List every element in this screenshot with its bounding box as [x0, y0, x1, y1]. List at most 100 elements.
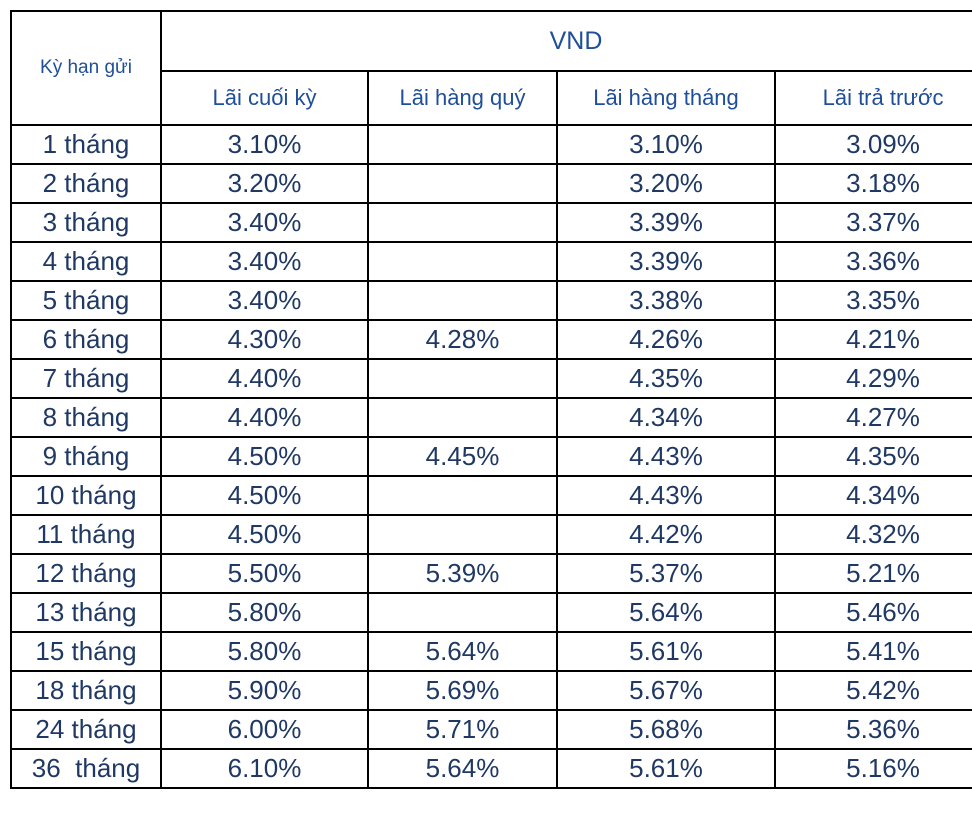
rate-cell: 4.43% — [556, 475, 776, 516]
rate-cell: 5.90% — [160, 670, 369, 711]
empty-cell — [367, 397, 558, 438]
rate-cell: 5.37% — [556, 553, 776, 594]
term-cell: 1 tháng — [10, 124, 162, 165]
term-cell: 18 tháng — [10, 670, 162, 711]
rate-cell: 4.28% — [367, 319, 558, 360]
rate-cell: 6.10% — [160, 748, 369, 789]
table-row: 24 tháng 6.00% 5.71% 5.68% 5.36% — [10, 709, 972, 750]
term-cell: 4 tháng — [10, 241, 162, 282]
empty-cell — [367, 124, 558, 165]
table-row: 8 tháng 4.40% 4.34% 4.27% — [10, 397, 972, 438]
rate-cell: 5.69% — [367, 670, 558, 711]
rate-cell: 3.38% — [556, 280, 776, 321]
rate-cell: 5.36% — [773, 709, 972, 750]
rate-cell: 5.42% — [773, 670, 972, 711]
table-row: 2 tháng 3.20% 3.20% 3.18% — [10, 163, 972, 204]
rate-cell: 3.09% — [773, 124, 972, 165]
header-currency: VND — [159, 10, 972, 72]
rate-cell: 5.68% — [556, 709, 776, 750]
term-cell: 6 tháng — [10, 319, 162, 360]
table-row: 36 tháng 6.10% 5.64% 5.61% 5.16% — [10, 748, 972, 789]
term-cell: 7 tháng — [10, 358, 162, 399]
table-row: 15 tháng 5.80% 5.64% 5.61% 5.41% — [10, 631, 972, 672]
rate-cell: 3.39% — [556, 241, 776, 282]
rate-cell: 3.37% — [773, 202, 972, 243]
column-header: Lãi hàng tháng — [556, 70, 776, 126]
rate-cell: 5.61% — [556, 748, 776, 789]
rate-cell: 4.34% — [773, 475, 972, 516]
rate-cell: 4.50% — [160, 475, 369, 516]
rate-cell: 3.36% — [773, 241, 972, 282]
term-cell: 13 tháng — [10, 592, 162, 633]
rate-cell: 5.71% — [367, 709, 558, 750]
column-header: Lãi cuối kỳ — [160, 70, 369, 126]
rate-cell: 5.46% — [773, 592, 972, 633]
rate-cell: 5.21% — [773, 553, 972, 594]
table-row: 13 tháng 5.80% 5.64% 5.46% — [10, 592, 972, 633]
empty-cell — [367, 280, 558, 321]
term-cell: 2 tháng — [10, 163, 162, 204]
term-cell: 36 tháng — [10, 748, 162, 789]
column-header: Lãi trả trước — [773, 70, 972, 126]
rate-cell: 3.10% — [160, 124, 369, 165]
empty-cell — [367, 475, 558, 516]
rate-cell: 4.45% — [367, 436, 558, 477]
term-cell: 5 tháng — [10, 280, 162, 321]
term-cell: 8 tháng — [10, 397, 162, 438]
table-row: 7 tháng 4.40% 4.35% 4.29% — [10, 358, 972, 399]
rate-cell: 4.50% — [160, 514, 369, 555]
term-cell: 24 tháng — [10, 709, 162, 750]
table-row: 6 tháng 4.30% 4.28% 4.26% 4.21% — [10, 319, 972, 360]
rate-cell: 4.26% — [556, 319, 776, 360]
rate-cell: 4.34% — [556, 397, 776, 438]
rate-cell: 5.39% — [367, 553, 558, 594]
table-row: 11 tháng 4.50% 4.42% 4.32% — [10, 514, 972, 555]
rate-cell: 3.18% — [773, 163, 972, 204]
rate-cell: 3.40% — [160, 280, 369, 321]
rate-cell: 4.32% — [773, 514, 972, 555]
rate-cell: 5.61% — [556, 631, 776, 672]
rate-cell: 4.43% — [556, 436, 776, 477]
table-row: 4 tháng 3.40% 3.39% 3.36% — [10, 241, 972, 282]
rate-cell: 5.64% — [556, 592, 776, 633]
empty-cell — [367, 592, 558, 633]
empty-cell — [367, 358, 558, 399]
rate-cell: 4.35% — [773, 436, 972, 477]
rate-cell: 3.20% — [556, 163, 776, 204]
rate-cell: 3.40% — [160, 241, 369, 282]
column-header: Lãi hàng quý — [367, 70, 558, 126]
rate-cell: 5.67% — [556, 670, 776, 711]
rate-cell: 5.16% — [773, 748, 972, 789]
table-row: 10 tháng 4.50% 4.43% 4.34% — [10, 475, 972, 516]
rate-cell: 4.30% — [160, 319, 369, 360]
rate-cell: 4.21% — [773, 319, 972, 360]
rate-cell: 3.20% — [160, 163, 369, 204]
rate-cell: 5.64% — [367, 631, 558, 672]
table-row: 12 tháng 5.50% 5.39% 5.37% 5.21% — [10, 553, 972, 594]
rate-cell: 5.80% — [160, 592, 369, 633]
rate-cell: 4.50% — [160, 436, 369, 477]
rate-cell: 4.29% — [773, 358, 972, 399]
rate-cell: 4.40% — [160, 358, 369, 399]
term-cell: 12 tháng — [10, 553, 162, 594]
term-cell: 9 tháng — [10, 436, 162, 477]
rate-cell: 4.42% — [556, 514, 776, 555]
rate-cell: 5.64% — [367, 748, 558, 789]
empty-cell — [367, 514, 558, 555]
rate-cell: 4.40% — [160, 397, 369, 438]
empty-cell — [367, 202, 558, 243]
rate-cell: 5.50% — [160, 553, 369, 594]
table-row: 9 tháng 4.50% 4.45% 4.43% 4.35% — [10, 436, 972, 477]
rate-cell: 5.80% — [160, 631, 369, 672]
rate-cell: 3.10% — [556, 124, 776, 165]
table-row: 18 tháng 5.90% 5.69% 5.67% 5.42% — [10, 670, 972, 711]
rate-cell: 3.39% — [556, 202, 776, 243]
table-row: 5 tháng 3.40% 3.38% 3.35% — [10, 280, 972, 321]
rate-cell: 5.41% — [773, 631, 972, 672]
table-row: 1 tháng 3.10% 3.10% 3.09% — [10, 124, 972, 165]
rate-cell: 6.00% — [160, 709, 369, 750]
term-cell: 3 tháng — [10, 202, 162, 243]
term-cell: 10 tháng — [10, 475, 162, 516]
rate-cell: 4.35% — [556, 358, 776, 399]
